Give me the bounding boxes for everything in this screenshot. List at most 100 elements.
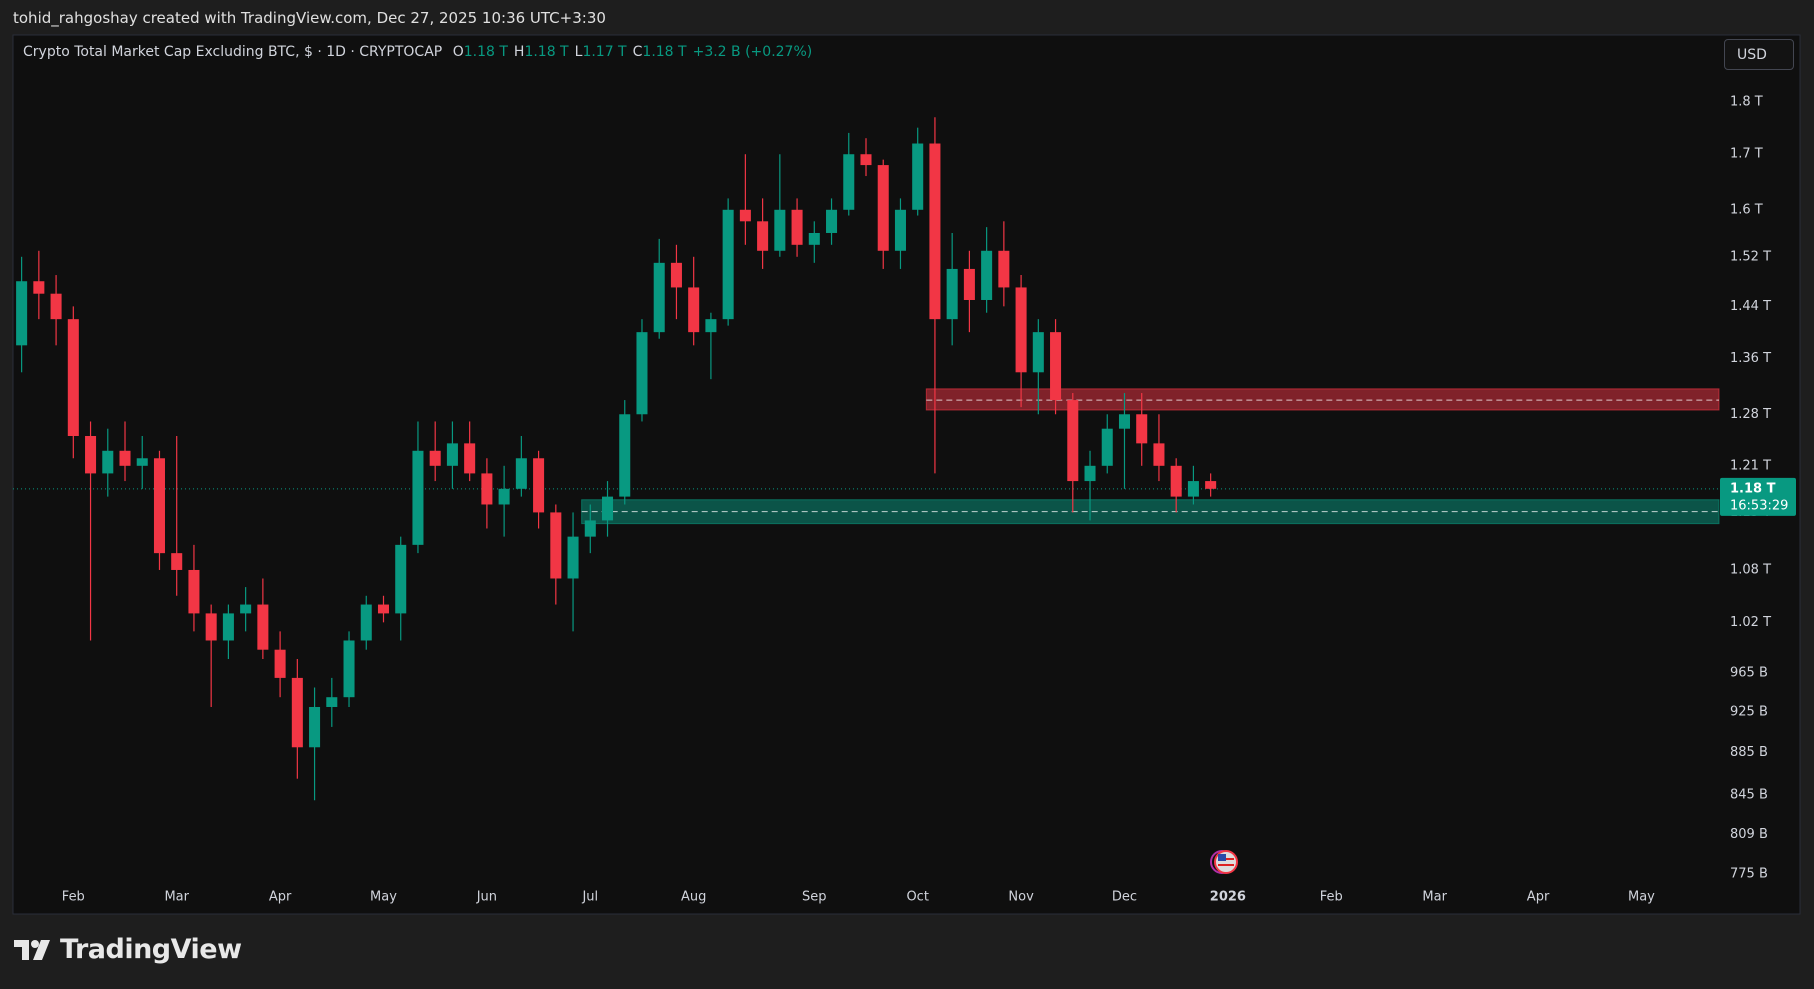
y-tick-label: 1.6 T: [1730, 202, 1763, 217]
candle-body: [67, 319, 79, 437]
candle-body: [343, 640, 355, 698]
candle-body: [877, 165, 889, 251]
y-tick-label: 1.02 T: [1730, 615, 1771, 630]
candle-body: [1118, 414, 1130, 429]
candle-body: [843, 154, 855, 210]
event-flag: [1210, 850, 1238, 874]
candle-body: [171, 553, 183, 570]
candle-body: [16, 281, 28, 346]
candle-body: [619, 414, 631, 497]
candle-body: [757, 221, 769, 251]
y-tick-label: 965 B: [1730, 666, 1768, 681]
y-tick-label: 1.36 T: [1730, 351, 1771, 366]
y-tick-label: 885 B: [1730, 745, 1768, 760]
candle-body: [1153, 443, 1165, 466]
x-tick-label: Jun: [476, 890, 497, 905]
candle-body: [584, 520, 596, 537]
x-tick-label: May: [1628, 890, 1655, 905]
candle-body: [981, 250, 993, 300]
candle-body: [1032, 332, 1044, 373]
candle-body: [602, 496, 614, 521]
last-price-box: [1720, 477, 1796, 516]
candle-body: [550, 512, 562, 579]
x-tick-label: Mar: [1422, 890, 1447, 905]
candle-body: [1067, 400, 1079, 482]
header: tohid_rahgoshay created with TradingView…: [13, 9, 606, 27]
candle-body: [636, 332, 648, 415]
candle-body: [826, 209, 838, 233]
x-tick-label: Aug: [681, 890, 706, 905]
candle-body: [1205, 481, 1217, 489]
candle-body: [705, 319, 717, 333]
candle-body: [722, 209, 734, 320]
y-tick-label: 1.28 T: [1730, 407, 1771, 422]
candle-body: [946, 268, 958, 320]
candle-body: [653, 262, 665, 333]
x-tick-label: Dec: [1112, 890, 1137, 905]
candle-body: [33, 281, 45, 294]
symbol-title: Crypto Total Market Cap Excluding BTC, $…: [23, 44, 443, 60]
logo-icon: [14, 939, 50, 960]
zone: [925, 388, 1720, 411]
candle-body: [498, 488, 510, 505]
plot: [13, 117, 1720, 801]
candle-body: [929, 143, 941, 320]
candle-body: [1136, 414, 1148, 444]
candle-body: [291, 677, 303, 748]
candle-body: [481, 473, 493, 505]
last-price-label: 1.18 T: [1730, 481, 1776, 496]
candle-body: [808, 232, 820, 245]
candle-body: [1015, 287, 1027, 373]
candle-body: [533, 458, 545, 513]
candle-body: [412, 450, 424, 545]
x-tick-label: Jul: [581, 890, 598, 905]
x-tick-label: 2026: [1210, 890, 1246, 905]
y-tick-label: 845 B: [1730, 787, 1768, 802]
chart-pane: [12, 34, 1801, 915]
ohlc-value: 1.18 T: [463, 44, 508, 60]
x-tick-label: Mar: [164, 890, 189, 905]
candle-body: [360, 604, 372, 641]
candle-body: [188, 569, 200, 614]
candle-body: [1084, 465, 1096, 482]
candle-body: [446, 443, 458, 466]
candle-body: [567, 536, 579, 579]
y-tick-label: 1.44 T: [1730, 299, 1771, 314]
candle-body: [1170, 465, 1182, 497]
candle-body: [464, 443, 476, 474]
candle-body: [1101, 428, 1113, 466]
candle-body: [153, 458, 165, 554]
ohlc-key: H: [513, 44, 525, 60]
candle-body: [963, 268, 975, 300]
ohlc-key: C: [632, 44, 643, 60]
candle-body: [377, 604, 390, 614]
y-tick-label: 925 B: [1730, 704, 1768, 719]
ohlc-value: 1.17 T: [582, 44, 627, 60]
x-tick-label: Oct: [906, 890, 928, 905]
candle-body: [222, 613, 234, 641]
ohlc-value: 1.18 T: [642, 44, 687, 60]
y-tick-label: 775 B: [1730, 867, 1768, 882]
y-tick-label: 809 B: [1730, 827, 1768, 842]
ohlc-value: 1.18 T: [524, 44, 569, 60]
candle-body: [1187, 481, 1199, 497]
candle-body: [688, 287, 700, 333]
y-tick-label: 1.21 T: [1730, 458, 1771, 473]
candle-body: [429, 450, 441, 466]
candle-body: [240, 604, 252, 614]
x-tick-label: Feb: [62, 890, 85, 905]
candle-body: [85, 436, 97, 474]
candle-body: [998, 250, 1010, 288]
symbol-legend: Crypto Total Market Cap Excluding BTC, $…: [23, 44, 818, 60]
candle-body: [136, 458, 148, 466]
candle-body: [205, 613, 217, 641]
candle-body: [774, 209, 786, 251]
countdown: 16:53:29: [1730, 498, 1788, 513]
candle-body: [860, 154, 872, 166]
candle-body: [119, 450, 131, 466]
currency-button[interactable]: USD: [1724, 39, 1794, 70]
y-tick-label: 1.52 T: [1730, 249, 1771, 264]
candle-body: [515, 458, 527, 489]
